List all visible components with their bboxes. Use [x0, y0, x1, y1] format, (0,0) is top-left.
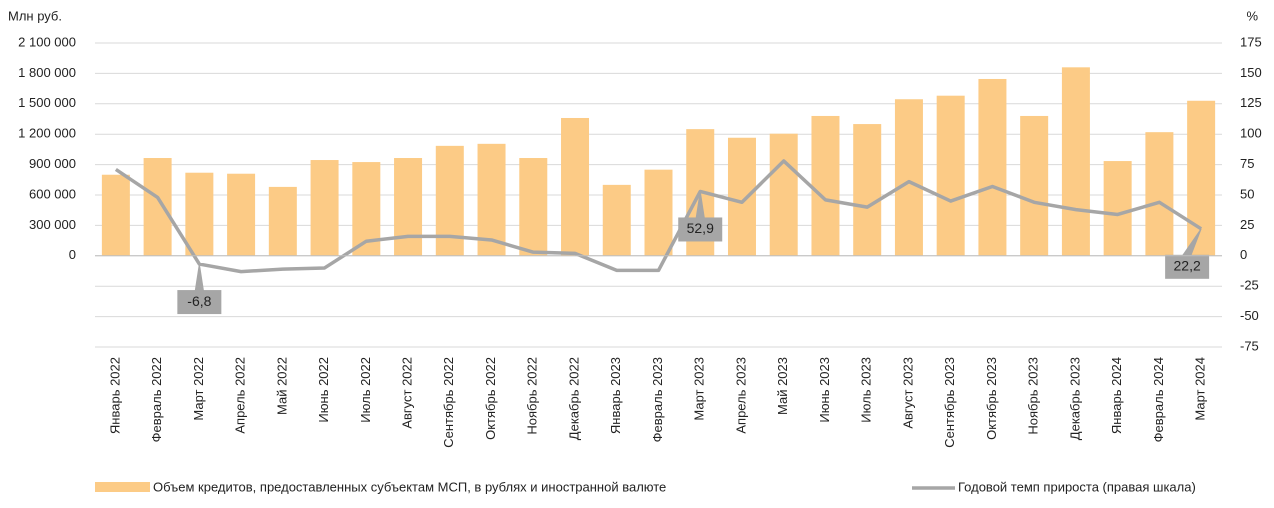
bar: [894, 99, 923, 256]
bar: [185, 172, 214, 256]
y2-axis-unit: %: [1246, 8, 1258, 23]
x-tick-label: Июль 2023: [859, 357, 874, 423]
bar: [1103, 161, 1132, 256]
bar: [936, 95, 965, 256]
bar: [227, 173, 256, 256]
y2-tick-label: 175: [1240, 34, 1262, 49]
x-tick-label: Декабрь 2022: [566, 357, 581, 440]
y2-tick-label: -25: [1240, 278, 1259, 293]
y2-tick-label: -50: [1240, 308, 1259, 323]
bar: [769, 133, 798, 256]
y-axis-unit: Млн руб.: [8, 8, 62, 23]
y2-tick-label: 50: [1240, 186, 1254, 201]
x-tick-label: Июнь 2022: [316, 357, 331, 423]
bar: [1061, 67, 1090, 256]
bar: [394, 158, 423, 256]
bar: [101, 174, 130, 256]
y-tick-label: 900 000: [29, 156, 76, 171]
bar: [519, 158, 548, 256]
bar: [978, 78, 1007, 256]
y2-tick-label: 25: [1240, 217, 1254, 232]
x-tick-label: Декабрь 2023: [1067, 357, 1082, 440]
x-tick-label: Апрель 2022: [233, 357, 248, 434]
x-tick-label: Февраль 2023: [650, 357, 665, 442]
x-tick-label: Февраль 2022: [149, 357, 164, 442]
y2-tick-label: -75: [1240, 338, 1259, 353]
legend-label: Объем кредитов, предоставленных субъекта…: [153, 479, 666, 494]
x-tick-label: Ноябрь 2023: [1026, 357, 1041, 435]
x-tick-label: Ноябрь 2022: [525, 357, 540, 435]
bar: [727, 137, 756, 256]
x-tick-label: Январь 2023: [608, 357, 623, 434]
legend-swatch: [95, 482, 150, 492]
y-tick-label: 600 000: [29, 186, 76, 201]
data-label: 52,9: [687, 220, 714, 236]
bar: [1145, 132, 1174, 256]
x-tick-label: Сентябрь 2022: [441, 357, 456, 448]
y-tick-label: 300 000: [29, 217, 76, 232]
bar: [1020, 115, 1049, 256]
x-tick-label: Май 2023: [775, 357, 790, 415]
x-tick-label: Апрель 2023: [733, 357, 748, 434]
callout-box: [678, 217, 723, 242]
bar: [477, 143, 506, 256]
x-tick-label: Август 2022: [399, 357, 414, 429]
bar: [644, 169, 673, 256]
y2-tick-label: 75: [1240, 156, 1254, 171]
bar: [310, 160, 339, 256]
x-tick-label: Июнь 2023: [817, 357, 832, 423]
data-label: 22,2: [1174, 258, 1201, 274]
x-tick-label: Февраль 2024: [1151, 357, 1166, 442]
x-tick-label: Январь 2024: [1109, 357, 1124, 434]
y-tick-label: 2 100 000: [18, 34, 76, 49]
data-label: -6,8: [187, 293, 211, 309]
x-tick-label: Октябрь 2022: [483, 357, 498, 440]
line: [114, 159, 1203, 274]
x-tick-label: Сентябрь 2023: [942, 357, 957, 448]
callout-pointer: [194, 263, 204, 291]
x-tick-label: Январь 2022: [107, 357, 122, 434]
x-tick-label: Октябрь 2023: [984, 357, 999, 440]
y2-tick-label: 100: [1240, 126, 1262, 141]
callout-box: [1165, 254, 1210, 279]
bar: [143, 158, 172, 256]
bar: [811, 115, 840, 256]
x-tick-label: Август 2023: [900, 357, 915, 429]
x-tick-label: Март 2024: [1193, 357, 1208, 421]
y2-tick-label: 0: [1240, 247, 1247, 262]
bar: [268, 186, 297, 256]
y-tick-label: 1 800 000: [18, 65, 76, 80]
y-tick-label: 1 200 000: [18, 126, 76, 141]
bar: [602, 184, 631, 256]
bar: [1187, 100, 1216, 256]
legend-label: Годовой темп прироста (правая шкала): [958, 479, 1196, 494]
bar: [853, 124, 882, 256]
x-tick-label: Март 2022: [191, 357, 206, 421]
y2-tick-label: 125: [1240, 95, 1262, 110]
x-tick-label: Май 2022: [274, 357, 289, 415]
x-tick-label: Март 2023: [692, 357, 707, 421]
bar: [561, 117, 590, 256]
y2-tick-label: 150: [1240, 65, 1262, 80]
x-tick-label: Июль 2022: [358, 357, 373, 423]
y-tick-label: 0: [69, 247, 76, 262]
y-tick-label: 1 500 000: [18, 95, 76, 110]
callout-box: [177, 290, 222, 315]
bar: [435, 145, 464, 256]
